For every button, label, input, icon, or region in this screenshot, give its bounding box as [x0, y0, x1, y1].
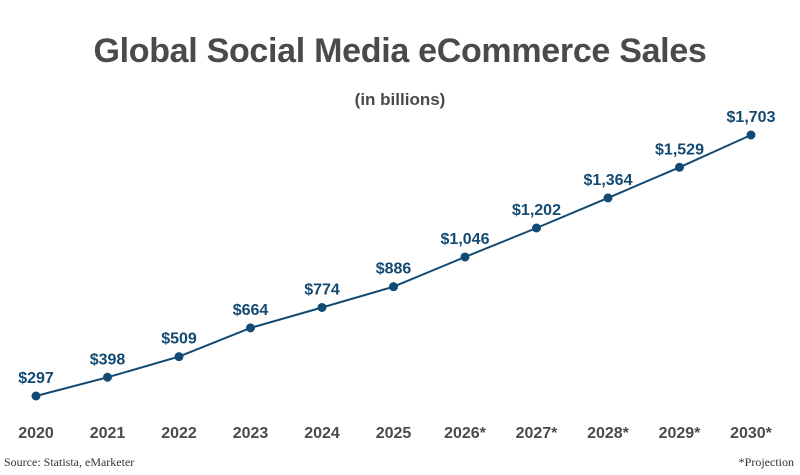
data-point-2027 [532, 223, 541, 233]
chart-subtitle: (in billions) [354, 90, 446, 109]
x-tick-label-2027: 2027* [516, 425, 559, 442]
data-points-group [31, 130, 756, 401]
data-point-2025 [389, 282, 398, 292]
data-point-2026 [460, 252, 470, 262]
data-point-2021 [103, 372, 112, 382]
data-label-2024: $774 [304, 281, 340, 298]
data-label-2025: $886 [376, 261, 412, 278]
data-point-2024 [317, 302, 327, 312]
data-label-2023: $664 [233, 302, 269, 319]
x-tick-label-2024: 2024 [304, 425, 340, 442]
data-point-2028 [603, 193, 613, 203]
data-label-2022: $509 [161, 331, 197, 348]
data-point-2020 [31, 391, 41, 401]
data-label-2026: $1,046 [441, 231, 490, 248]
x-tick-label-2028: 2028* [587, 425, 630, 442]
data-labels-group: $297 $398 $509 $664 $774 $886 $1,046 $1,202 $1,3… [18, 109, 775, 387]
data-point-2023 [246, 323, 255, 333]
x-tick-label-2030: 2030* [730, 425, 773, 442]
data-point-2022 [174, 352, 184, 362]
data-label-2027: $1,202 [512, 202, 561, 219]
projection-note: *Projection [738, 455, 794, 469]
data-label-2029: $1,529 [655, 141, 704, 158]
x-tick-labels-group: 2020 2021 2022 2023 2024 2025 2026* 2027* 2028* 2… [18, 425, 772, 442]
x-tick-label-2021: 2021 [90, 425, 126, 442]
data-point-2029 [675, 162, 684, 172]
chart-title: Global Social Media eCommerce Sales [93, 32, 707, 70]
x-tick-label-2022: 2022 [161, 425, 197, 442]
data-label-2021: $398 [90, 351, 126, 368]
data-label-2020: $297 [18, 370, 54, 387]
x-tick-label-2023: 2023 [233, 425, 269, 442]
x-tick-label-2025: 2025 [376, 425, 412, 442]
data-point-2030 [746, 130, 756, 140]
data-label-2028: $1,364 [584, 172, 633, 189]
data-label-2030: $1,703 [727, 109, 776, 126]
source-note: Source: Statista, eMarketer [4, 455, 135, 469]
x-tick-label-2029: 2029* [659, 425, 702, 442]
x-tick-label-2026: 2026* [444, 425, 487, 442]
x-tick-label-2020: 2020 [18, 425, 54, 442]
